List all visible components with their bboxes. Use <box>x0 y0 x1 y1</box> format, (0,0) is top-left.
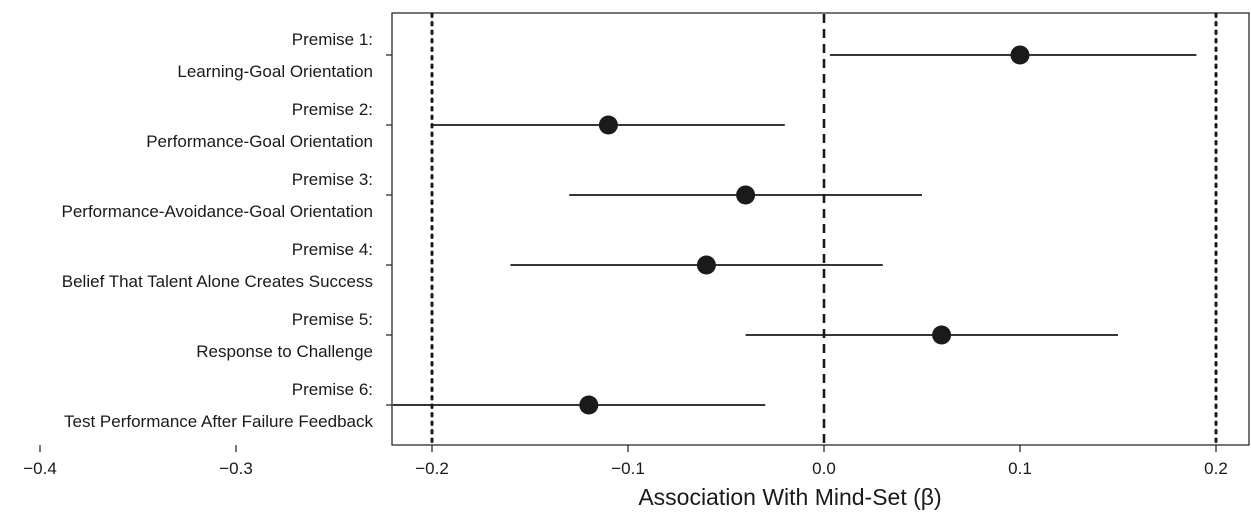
x-axis-label: Association With Mind-Set (β) <box>638 484 941 510</box>
point-estimate <box>1010 45 1030 65</box>
category-label-premise: Premise 1: <box>292 30 373 49</box>
category-label-description: Performance-Avoidance-Goal Orientation <box>61 202 373 221</box>
category-label-description: Belief That Talent Alone Creates Success <box>62 272 373 291</box>
point-estimates <box>579 45 1030 415</box>
x-axis: −0.4−0.3−0.2−0.10.00.10.20.30.4 <box>23 445 1228 478</box>
category-label-description: Response to Challenge <box>196 342 373 361</box>
category-label-description: Performance-Goal Orientation <box>146 132 373 151</box>
point-estimate <box>696 255 716 275</box>
category-label-premise: Premise 2: <box>292 100 373 119</box>
point-estimate <box>932 325 952 345</box>
point-estimate <box>598 115 618 135</box>
category-label-premise: Premise 6: <box>292 380 373 399</box>
x-tick-label: 0.0 <box>812 459 836 478</box>
x-tick-label: 0.2 <box>1204 459 1228 478</box>
plot-frame <box>391 12 1250 446</box>
category-label-description: Test Performance After Failure Feedback <box>64 412 373 431</box>
x-tick-label: −0.3 <box>219 459 253 478</box>
category-labels: Premise 1: Learning-Goal Orientation Premi… <box>61 30 373 431</box>
point-estimate <box>736 185 756 205</box>
reference-lines <box>430 12 1218 446</box>
x-tick-label: −0.4 <box>23 459 57 478</box>
category-label-premise: Premise 3: <box>292 170 373 189</box>
point-estimate <box>579 395 599 415</box>
category-label-description: Learning-Goal Orientation <box>177 62 373 81</box>
y-axis-ticks <box>386 54 392 406</box>
x-tick-label: −0.1 <box>611 459 645 478</box>
category-label-premise: Premise 5: <box>292 310 373 329</box>
x-tick-label: −0.2 <box>415 459 449 478</box>
confidence-intervals <box>392 54 1197 406</box>
x-tick-label: 0.1 <box>1008 459 1032 478</box>
category-label-premise: Premise 4: <box>292 240 373 259</box>
